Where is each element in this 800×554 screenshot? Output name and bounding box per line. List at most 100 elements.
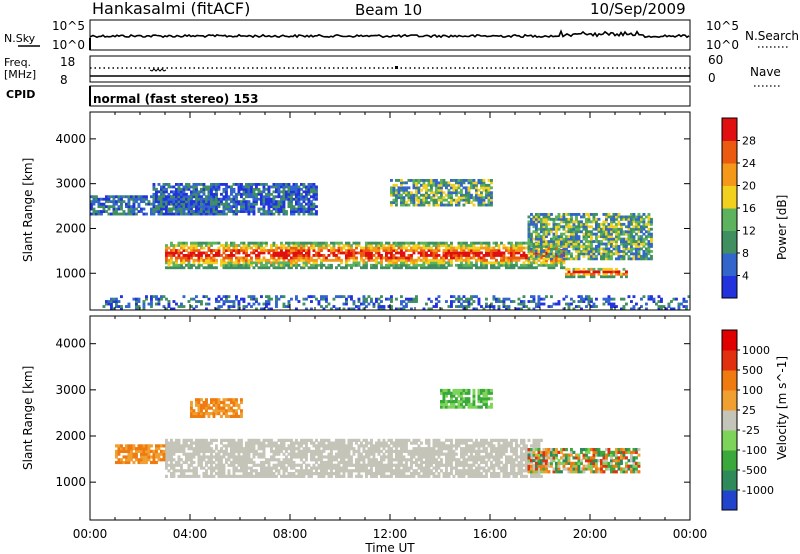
data-cell bbox=[437, 261, 441, 265]
data-cell bbox=[460, 246, 463, 250]
data-cell bbox=[577, 245, 581, 248]
data-cell bbox=[630, 215, 633, 219]
data-cell bbox=[550, 250, 553, 253]
data-cell bbox=[500, 254, 503, 257]
data-cell bbox=[295, 463, 298, 467]
data-cell bbox=[405, 460, 408, 465]
data-cell bbox=[177, 458, 181, 462]
data-cell bbox=[377, 466, 381, 470]
data-cell bbox=[350, 438, 353, 442]
data-cell bbox=[375, 458, 378, 462]
data-cell bbox=[332, 472, 336, 476]
data-cell bbox=[397, 196, 401, 200]
data-cell bbox=[395, 472, 398, 476]
data-cell bbox=[530, 213, 533, 216]
data-cell bbox=[295, 210, 298, 213]
data-cell bbox=[465, 256, 468, 260]
data-cell bbox=[467, 186, 471, 190]
data-cell bbox=[467, 246, 471, 250]
data-cell bbox=[320, 458, 323, 462]
data-cell bbox=[225, 263, 228, 267]
data-cell bbox=[342, 307, 346, 311]
data-cell bbox=[262, 205, 266, 209]
data-cell bbox=[537, 220, 541, 224]
data-cell bbox=[252, 187, 256, 191]
data-cell bbox=[287, 200, 291, 204]
data-cell bbox=[635, 220, 638, 224]
data-cell bbox=[580, 222, 583, 226]
data-cell bbox=[467, 198, 471, 202]
data-cell bbox=[185, 187, 188, 191]
data-cell bbox=[575, 237, 578, 241]
data-cell bbox=[465, 244, 468, 247]
data-cell bbox=[582, 272, 586, 276]
data-cell bbox=[317, 449, 321, 453]
data-cell bbox=[307, 246, 311, 250]
data-cell bbox=[107, 200, 111, 204]
data-cell bbox=[442, 203, 446, 207]
data-cell bbox=[577, 250, 581, 253]
data-cell bbox=[242, 452, 246, 456]
data-cell bbox=[242, 466, 246, 470]
data-cell bbox=[390, 449, 393, 453]
data-cell bbox=[412, 196, 416, 200]
data-cell bbox=[527, 220, 531, 224]
data-cell bbox=[585, 222, 588, 226]
data-cell bbox=[532, 215, 536, 219]
data-cell bbox=[205, 447, 208, 451]
data-cell bbox=[357, 474, 361, 478]
data-cell bbox=[410, 249, 413, 252]
data-cell bbox=[270, 212, 273, 216]
data-cell bbox=[607, 300, 611, 303]
data-cell bbox=[207, 246, 211, 250]
data-cell bbox=[395, 261, 398, 265]
data-cell bbox=[260, 472, 263, 476]
data-cell bbox=[295, 195, 298, 199]
data-cell bbox=[437, 203, 441, 207]
data-cell bbox=[605, 247, 608, 251]
data-cell bbox=[367, 452, 371, 456]
data-cell bbox=[165, 447, 168, 451]
data-cell bbox=[310, 207, 313, 211]
data-cell bbox=[540, 213, 543, 216]
data-cell bbox=[275, 452, 278, 456]
data-cell bbox=[182, 244, 186, 247]
data-cell bbox=[387, 474, 391, 478]
data-cell bbox=[277, 297, 281, 301]
data-cell bbox=[597, 250, 601, 253]
data-cell bbox=[345, 297, 348, 301]
data-cell bbox=[225, 195, 228, 199]
data-cell bbox=[335, 466, 338, 470]
data-cell bbox=[570, 297, 573, 301]
data-cell bbox=[195, 200, 198, 204]
data-cell bbox=[245, 469, 248, 473]
data-cell bbox=[515, 263, 518, 267]
data-cell bbox=[270, 466, 273, 470]
data-cell bbox=[215, 261, 218, 265]
data-cell bbox=[122, 210, 126, 213]
data-cell bbox=[500, 300, 503, 303]
data-cell bbox=[175, 258, 178, 262]
data-cell bbox=[632, 307, 636, 311]
data-cell bbox=[462, 186, 466, 190]
data-cell bbox=[650, 257, 653, 261]
data-cell bbox=[272, 256, 276, 260]
data-cell bbox=[172, 244, 176, 247]
data-cell bbox=[445, 183, 448, 187]
data-cell bbox=[120, 205, 123, 209]
data-cell bbox=[472, 181, 476, 185]
data-cell bbox=[550, 217, 553, 221]
data-cell bbox=[365, 463, 368, 467]
data-cell bbox=[572, 270, 576, 274]
data-cell bbox=[200, 460, 203, 465]
data-cell bbox=[600, 230, 603, 234]
data-cell bbox=[300, 205, 303, 209]
data-cell bbox=[420, 198, 423, 202]
data-cell bbox=[172, 190, 176, 194]
data-cell bbox=[227, 438, 231, 442]
data-cell bbox=[245, 254, 248, 257]
data-cell bbox=[130, 205, 133, 209]
data-cell bbox=[257, 266, 261, 270]
data-cell bbox=[397, 466, 401, 470]
data-cell bbox=[365, 266, 368, 270]
